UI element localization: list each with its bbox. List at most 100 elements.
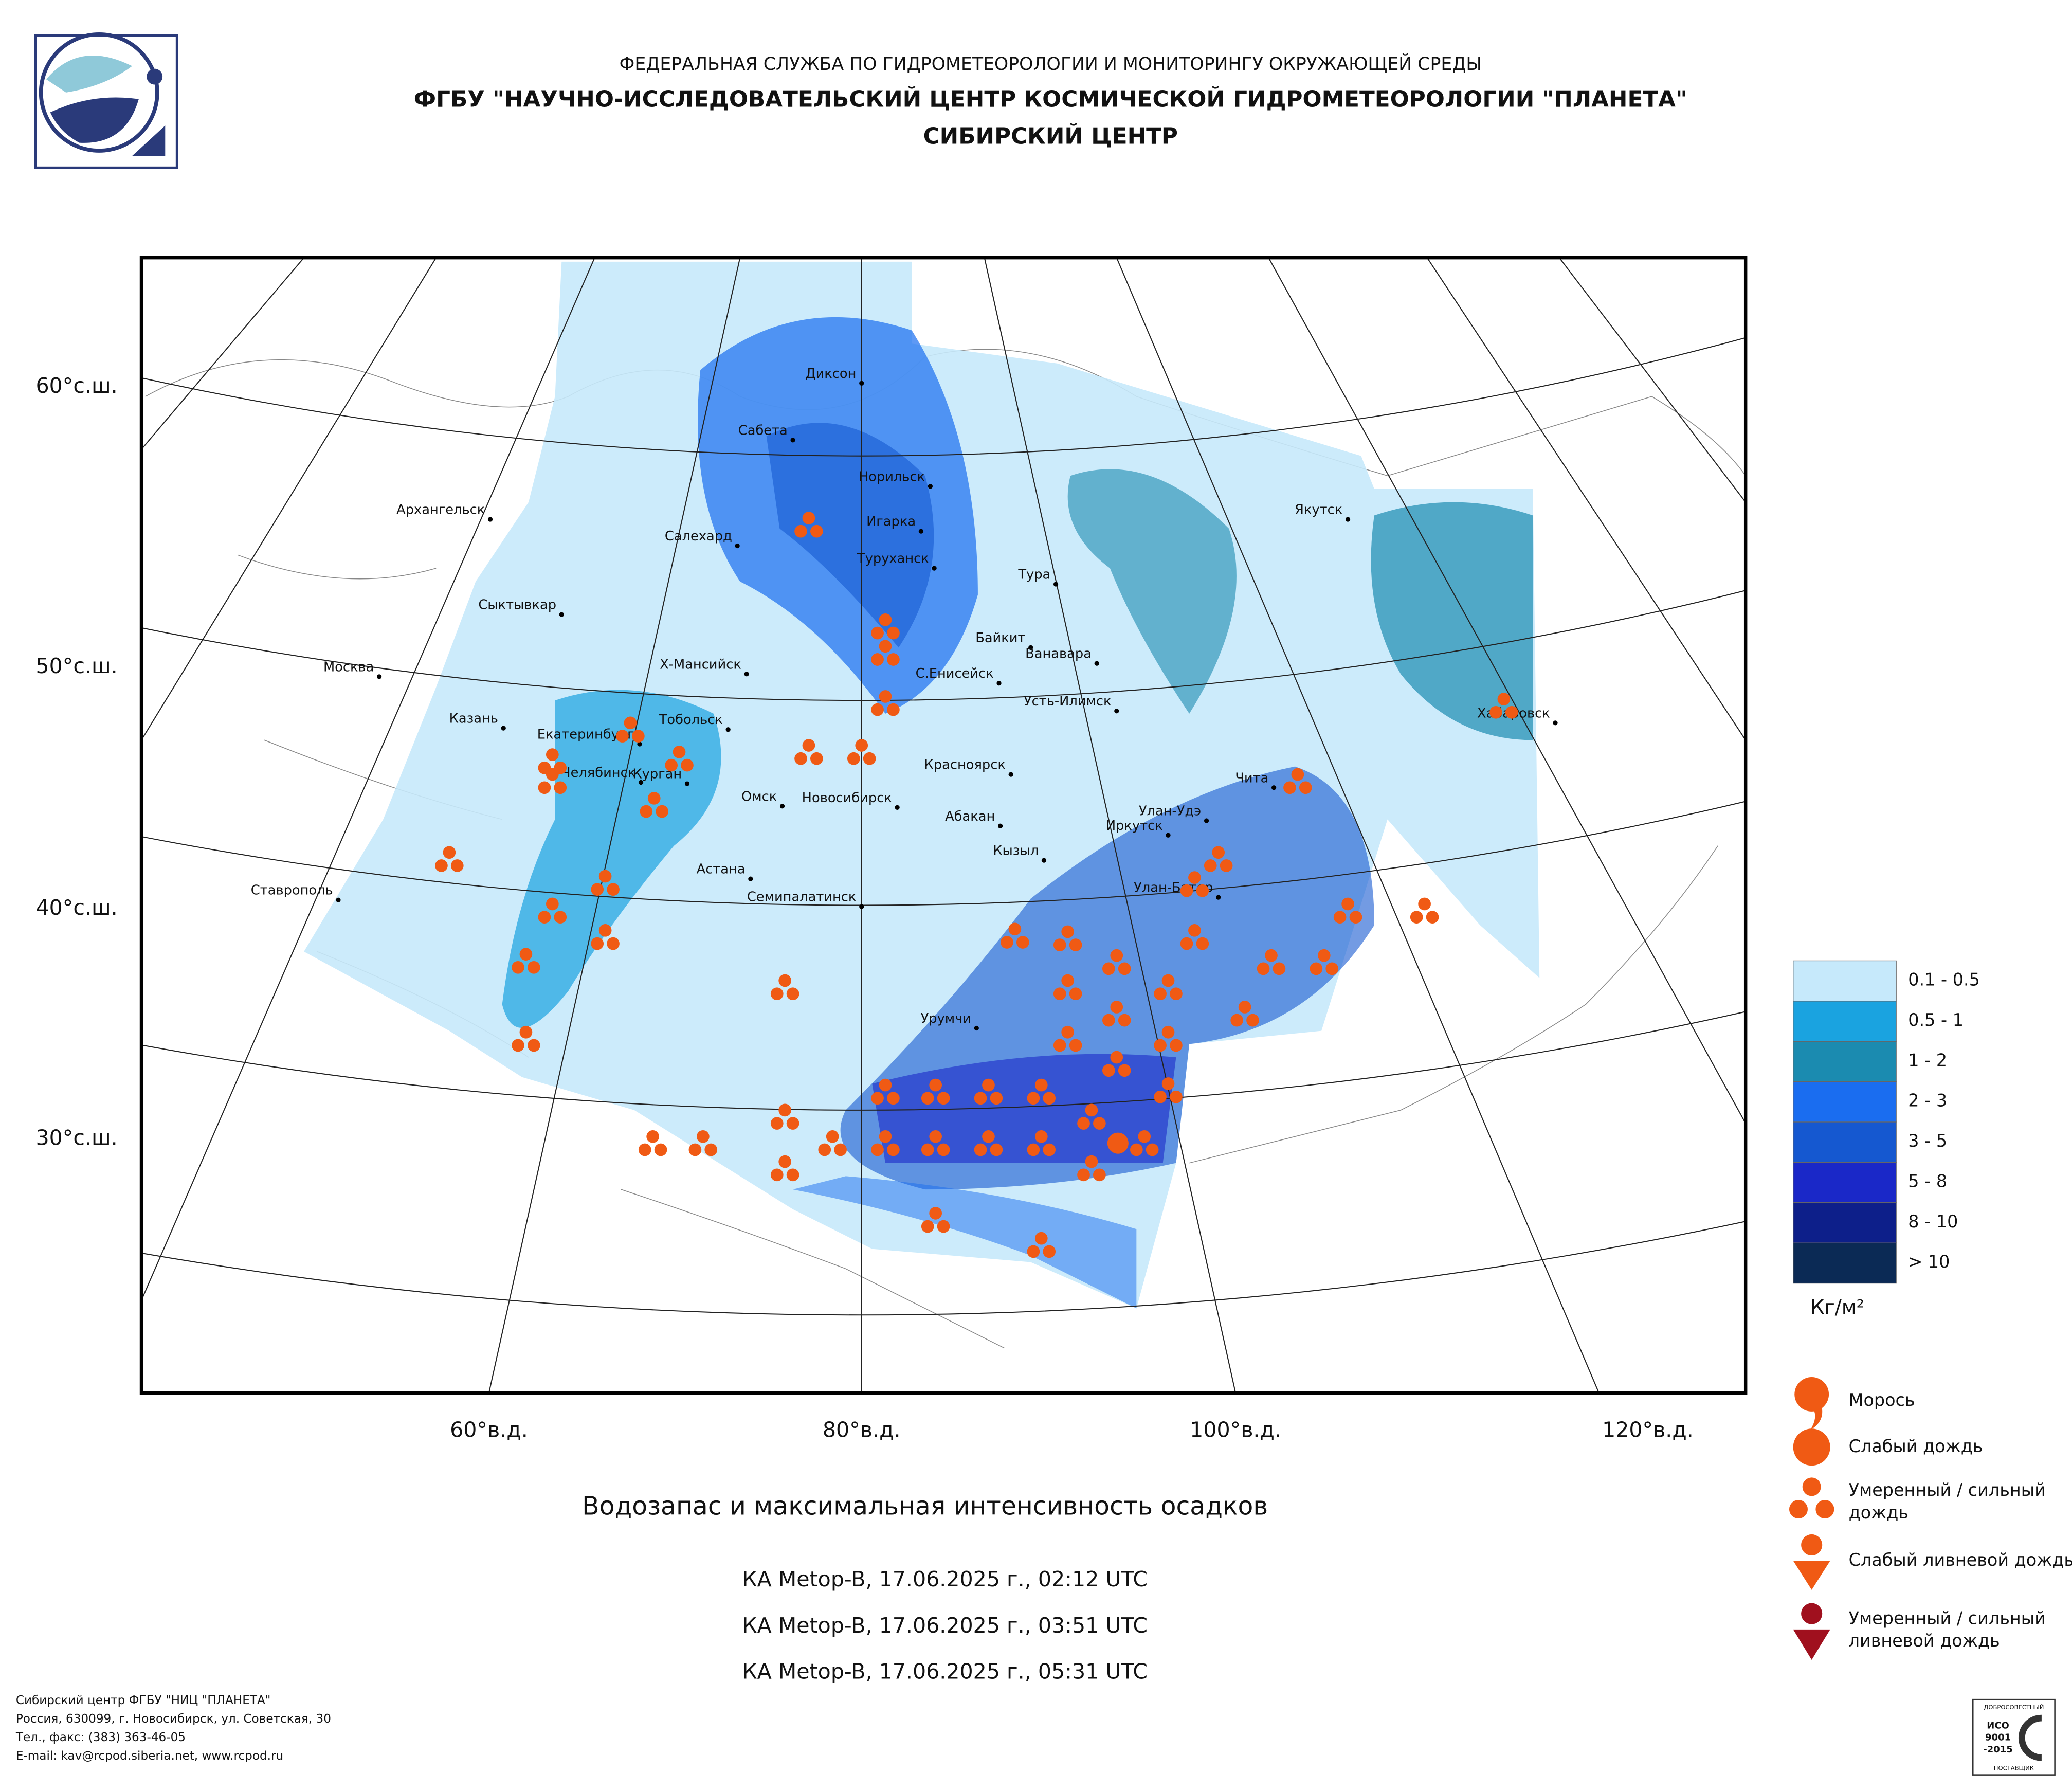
precip-symbol <box>1497 693 1511 705</box>
precip-symbol <box>990 1092 1003 1105</box>
city-label: Новосибирск <box>802 790 892 806</box>
precip-symbol <box>1093 1117 1106 1130</box>
legend-symbol-label: Умеренный / сильный ливневой дождь <box>1849 1608 2046 1651</box>
city-label: Красноярск <box>924 757 1006 773</box>
city-label: Архангельск <box>396 502 485 518</box>
legend-symbol <box>1801 1534 1823 1556</box>
city-label: С.Енисейск <box>916 666 994 681</box>
precip-symbol <box>1188 871 1201 884</box>
city-dot <box>1216 895 1221 900</box>
footer-line: Россия, 630099, г. Новосибирск, ул. Сове… <box>16 1712 331 1726</box>
precip-symbol <box>519 948 533 961</box>
precip-symbol <box>1053 1039 1066 1052</box>
legend-swatch <box>1793 960 1897 1002</box>
precip-symbol <box>1110 949 1123 962</box>
precip-symbol <box>778 1103 792 1117</box>
legend-label: 2 - 3 <box>1908 1091 1947 1111</box>
legend-symbol-label: Слабый ливневой дождь <box>1849 1550 2072 1570</box>
precip-symbol <box>887 703 900 716</box>
precip-symbol <box>1196 937 1209 950</box>
city-dot <box>779 804 785 809</box>
precip-symbol <box>1118 962 1131 975</box>
precip-symbol <box>1161 1077 1175 1090</box>
city-label: Салехард <box>665 529 732 544</box>
precip-symbol <box>1204 859 1217 872</box>
legend-swatch <box>1793 1202 1897 1243</box>
legend-label: 0.1 - 0.5 <box>1908 970 1980 990</box>
precip-symbol <box>1333 911 1347 924</box>
precip-symbol <box>1238 1001 1251 1014</box>
lon-label: 120°в.д. <box>1602 1417 1694 1442</box>
precip-symbol <box>770 1117 784 1130</box>
precip-symbol <box>921 1092 934 1105</box>
precip-symbol <box>982 1078 995 1092</box>
precip-symbol <box>929 1207 942 1220</box>
iso-badge: ДОБРОСОВЕСТНЫЙ ИСО 9001 -2015 ПОСТАВЩИК <box>1972 1698 2056 1776</box>
precip-symbol <box>1053 987 1066 1001</box>
legend-symbol <box>1793 1428 1830 1466</box>
precip-symbol <box>1349 911 1362 924</box>
precip-symbol <box>810 752 823 765</box>
legend-swatch <box>1793 1121 1897 1163</box>
footer-line: Тел., факс: (383) 363-46-05 <box>15 1731 186 1744</box>
precip-symbol <box>1034 1078 1048 1092</box>
city-label: Иркутск <box>1106 818 1163 834</box>
precip-symbol <box>704 1143 718 1156</box>
legend-swatch <box>1793 1242 1897 1284</box>
city-label: Сабета <box>738 423 788 438</box>
city-dot <box>684 781 690 786</box>
city-dot <box>637 741 642 747</box>
city-dot <box>1028 645 1033 650</box>
city-label: Урумчи <box>921 1011 971 1026</box>
legend-symbol-label: Морось <box>1849 1390 1915 1410</box>
precip-symbol <box>435 859 448 872</box>
precip-symbol <box>1220 859 1233 872</box>
precip-symbol <box>1027 1143 1040 1156</box>
legend-unit: Кг/м² <box>1810 1296 1864 1319</box>
precip-symbol <box>443 846 456 859</box>
precip-symbol <box>1130 1143 1143 1156</box>
city-dot <box>748 876 753 881</box>
city-label: Улан-Удэ <box>1139 804 1201 819</box>
precip-symbol <box>591 937 604 950</box>
badge-text: -2015 <box>1983 1744 2013 1755</box>
city-dot <box>974 1025 979 1031</box>
precip-symbol <box>879 1078 892 1092</box>
precip-symbol <box>519 1025 533 1039</box>
city-dot <box>1041 858 1047 863</box>
legend-symbol <box>1789 1500 1808 1519</box>
precip-symbol <box>1085 1155 1098 1168</box>
precip-symbol <box>879 1130 892 1143</box>
city-dot <box>744 672 749 677</box>
precip-symbol <box>1146 1143 1159 1156</box>
precip-symbol <box>607 883 620 896</box>
precip-symbol <box>855 739 868 752</box>
label-line: дождь <box>1849 1502 1909 1522</box>
lat-label: 50°с.ш. <box>35 654 117 678</box>
lat-label: 60°с.ш. <box>35 373 117 398</box>
precip-symbol <box>646 1130 659 1143</box>
precip-symbol <box>770 1168 784 1182</box>
precip-symbol <box>654 1143 667 1156</box>
legend-label: 0.5 - 1 <box>1908 1010 1964 1030</box>
precip-symbol <box>1299 781 1312 794</box>
precip-symbol <box>1505 705 1518 719</box>
precip-symbol <box>982 1130 995 1143</box>
city-label: Диксон <box>806 366 857 382</box>
precip-symbol <box>591 883 604 896</box>
precip-symbol <box>512 961 524 974</box>
precip-symbol <box>1161 1025 1175 1039</box>
label-line: Умеренный / сильный <box>1849 1608 2046 1628</box>
precip-symbol <box>834 1143 847 1156</box>
precip-symbol <box>1069 987 1082 1001</box>
legend-label: > 10 <box>1908 1252 1950 1272</box>
precip-symbol <box>826 1130 839 1143</box>
footer-line: Сибирский центр ФГБУ "НИЦ "ПЛАНЕТА" <box>16 1694 271 1707</box>
precip-symbol <box>879 690 892 703</box>
precip-symbol <box>1212 846 1225 859</box>
city-dot <box>1271 785 1277 790</box>
city-dot <box>997 823 1003 828</box>
pass-line: КА Metop-B, 17.06.2025 г., 05:31 UTC <box>742 1659 1147 1684</box>
precip-symbol <box>528 961 540 974</box>
legend-symbol-label: Умеренный / сильный дождь <box>1849 1480 2046 1523</box>
